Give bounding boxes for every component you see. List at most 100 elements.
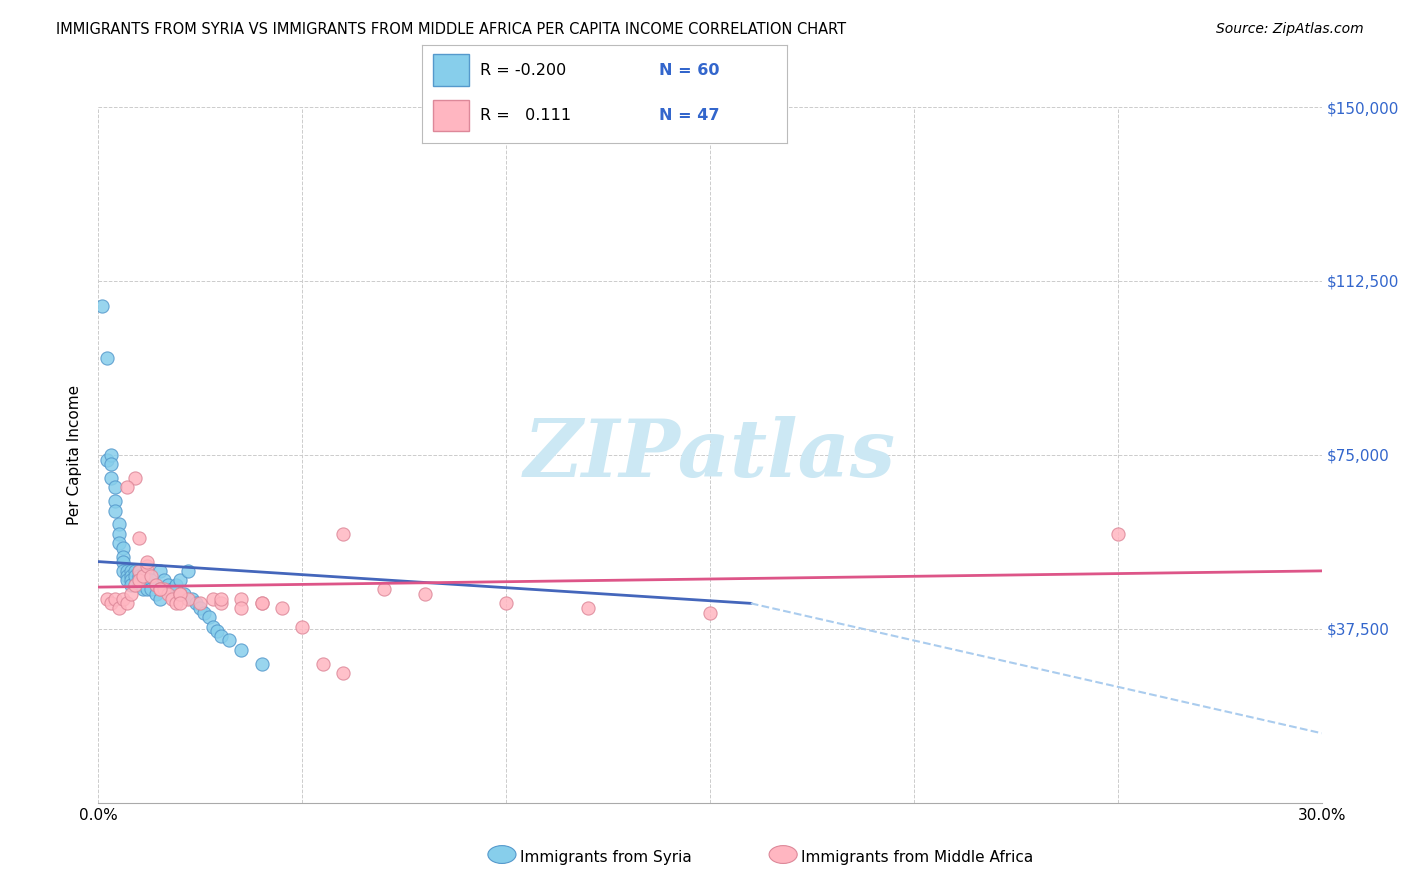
Point <box>169 596 191 610</box>
Point <box>108 601 131 615</box>
Point <box>149 582 172 597</box>
Point <box>136 555 159 569</box>
Point <box>104 494 127 508</box>
Point <box>165 578 187 592</box>
Point <box>201 619 224 633</box>
Point <box>169 587 191 601</box>
Point <box>373 582 395 597</box>
Point <box>231 601 253 615</box>
Text: R = -0.200: R = -0.200 <box>481 62 567 78</box>
Point <box>160 591 183 606</box>
Point <box>152 573 174 587</box>
Point <box>115 480 138 494</box>
Point <box>136 564 159 578</box>
Point <box>100 596 122 610</box>
Point <box>145 578 167 592</box>
Point <box>111 541 134 555</box>
Point <box>136 559 159 574</box>
Point <box>177 564 200 578</box>
Point <box>128 578 150 592</box>
Point <box>100 457 122 471</box>
Point <box>128 568 150 582</box>
Point <box>108 536 131 550</box>
Text: Immigrants from Syria: Immigrants from Syria <box>520 850 692 865</box>
Point <box>100 448 122 462</box>
Point <box>149 591 172 606</box>
Point <box>91 300 114 314</box>
Point <box>136 573 159 587</box>
Point <box>124 471 146 485</box>
Text: N = 47: N = 47 <box>659 108 720 123</box>
Point <box>193 606 215 620</box>
Point <box>111 549 134 564</box>
Point <box>149 564 172 578</box>
Point <box>205 624 228 639</box>
Point <box>120 578 142 592</box>
Point <box>209 629 232 643</box>
Point <box>132 568 155 582</box>
Point <box>120 587 142 601</box>
Point <box>132 582 155 597</box>
Point <box>132 568 155 582</box>
Point <box>201 591 224 606</box>
Point <box>124 578 146 592</box>
Point <box>145 587 167 601</box>
Point <box>169 573 191 587</box>
Point <box>209 591 232 606</box>
Point <box>120 573 142 587</box>
Point <box>111 591 134 606</box>
Point <box>128 532 150 546</box>
Point <box>169 587 191 601</box>
Point <box>149 582 172 597</box>
Point <box>104 591 127 606</box>
Point <box>128 573 150 587</box>
Point <box>188 596 212 610</box>
Point <box>115 573 138 587</box>
Y-axis label: Per Capita Income: Per Capita Income <box>67 384 83 525</box>
Point <box>104 480 127 494</box>
Point <box>124 578 146 592</box>
Point <box>141 568 163 582</box>
Point <box>120 564 142 578</box>
Point <box>160 582 183 597</box>
FancyBboxPatch shape <box>433 54 470 86</box>
Point <box>141 573 163 587</box>
Point <box>231 642 253 657</box>
Point <box>156 578 179 592</box>
Point <box>100 471 122 485</box>
Text: ZIPatlas: ZIPatlas <box>524 417 896 493</box>
Point <box>115 596 138 610</box>
Point <box>209 596 232 610</box>
Point <box>111 555 134 569</box>
Text: R =   0.111: R = 0.111 <box>481 108 571 123</box>
Point <box>124 564 146 578</box>
Point <box>332 526 354 541</box>
Point <box>413 587 436 601</box>
Point <box>250 596 273 610</box>
Point <box>218 633 240 648</box>
Point <box>291 619 314 633</box>
Point <box>111 564 134 578</box>
Text: IMMIGRANTS FROM SYRIA VS IMMIGRANTS FROM MIDDLE AFRICA PER CAPITA INCOME CORRELA: IMMIGRANTS FROM SYRIA VS IMMIGRANTS FROM… <box>56 22 846 37</box>
Point <box>332 665 354 680</box>
Point <box>576 601 599 615</box>
Point <box>128 573 150 587</box>
Text: Immigrants from Middle Africa: Immigrants from Middle Africa <box>801 850 1033 865</box>
Point <box>156 587 179 601</box>
Point <box>250 596 273 610</box>
Point <box>231 591 253 606</box>
Point <box>128 564 150 578</box>
Point <box>96 591 118 606</box>
Point <box>145 578 167 592</box>
Point <box>165 596 187 610</box>
Point <box>495 596 517 610</box>
Point <box>115 564 138 578</box>
Point <box>177 591 200 606</box>
Point <box>152 582 174 597</box>
Point <box>108 517 131 532</box>
Point <box>132 573 155 587</box>
Point <box>699 606 721 620</box>
Point <box>188 601 212 615</box>
FancyBboxPatch shape <box>433 100 470 131</box>
Point <box>312 657 335 671</box>
